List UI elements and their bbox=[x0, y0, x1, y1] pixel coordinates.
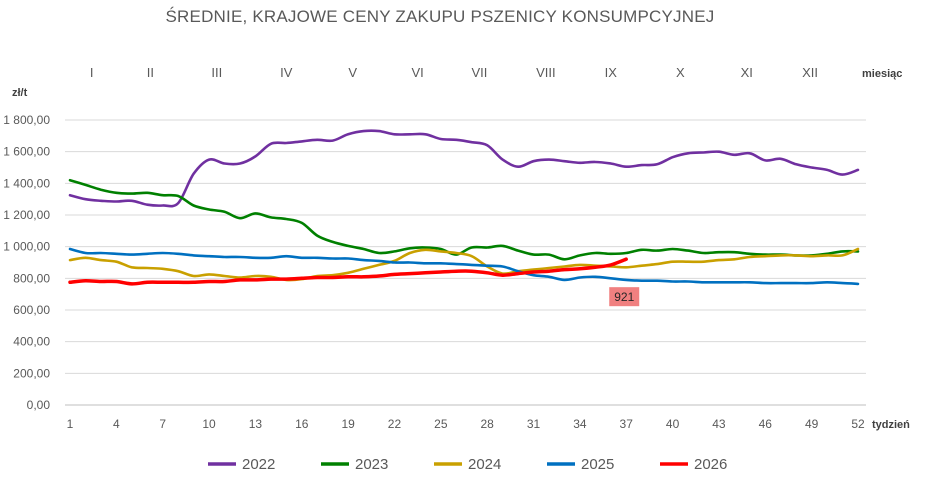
legend-label-2026: 2026 bbox=[694, 456, 727, 473]
y-tick-labels: 0,00 200,00 400,00 600,00 800,00 1 000,00 1 20… bbox=[3, 113, 50, 412]
x-tick-label: 31 bbox=[527, 417, 541, 431]
annotation-label: 921 bbox=[614, 290, 634, 304]
month-label: XII bbox=[802, 65, 818, 80]
month-label: II bbox=[147, 65, 154, 80]
series-line-2024 bbox=[68, 247, 860, 282]
chart-title: ŚREDNIE, KRAJOWE CENY ZAKUPU PSZENICY KO… bbox=[166, 7, 715, 26]
y-tick-label: 800,00 bbox=[13, 271, 50, 285]
y-tick-label: 1 400,00 bbox=[3, 176, 50, 190]
legend-label-2023: 2023 bbox=[355, 456, 388, 473]
legend: 2022 2023 2024 2025 2026 bbox=[208, 456, 727, 473]
x-tick-label: 34 bbox=[573, 417, 587, 431]
x-tick-label: 7 bbox=[159, 417, 166, 431]
y-tick-label: 400,00 bbox=[13, 335, 50, 349]
y-tick-label: 0,00 bbox=[27, 398, 51, 412]
x-tick-label: 28 bbox=[480, 417, 494, 431]
x-tick-label: 1 bbox=[67, 417, 74, 431]
x-tick-label: 49 bbox=[805, 417, 819, 431]
y-tick-label: 600,00 bbox=[13, 303, 50, 317]
series-line-2022 bbox=[68, 129, 860, 208]
legend-label-2024: 2024 bbox=[468, 456, 501, 473]
legend-label-2022: 2022 bbox=[242, 456, 275, 473]
y-tick-label: 1 800,00 bbox=[3, 113, 50, 127]
x-tick-label: 37 bbox=[620, 417, 634, 431]
x-tick-label: 4 bbox=[113, 417, 120, 431]
y-tick-label: 1 000,00 bbox=[3, 240, 50, 254]
y-axis-label: zł/t bbox=[12, 87, 28, 99]
x-tick-label: 22 bbox=[388, 417, 402, 431]
series-line-2023 bbox=[68, 178, 860, 261]
x-tick-label: 16 bbox=[295, 417, 309, 431]
month-label: VI bbox=[411, 65, 423, 80]
x-tick-labels: 1 4 7 10 13 16 19 22 25 28 31 34 37 40 43 46 49 52 bbox=[67, 417, 865, 431]
x-tick-label: 25 bbox=[434, 417, 448, 431]
month-labels: I II III IV V VI VII VIII IX X XI XII bbox=[90, 65, 818, 80]
month-label: XI bbox=[741, 65, 753, 80]
y-tick-label: 200,00 bbox=[13, 366, 50, 380]
month-label: V bbox=[348, 65, 357, 80]
month-label: VII bbox=[471, 65, 487, 80]
month-label: X bbox=[676, 65, 685, 80]
x-tick-label: 13 bbox=[249, 417, 263, 431]
x-tick-label: 40 bbox=[666, 417, 680, 431]
x-tick-label: 19 bbox=[341, 417, 355, 431]
month-label: I bbox=[90, 65, 94, 80]
x-tick-label: 52 bbox=[851, 417, 865, 431]
annotations: 921 bbox=[609, 287, 640, 307]
month-label: VIII bbox=[536, 65, 556, 80]
annotation-box bbox=[609, 287, 640, 307]
y-tick-label: 1 600,00 bbox=[3, 145, 50, 159]
legend-label-2025: 2025 bbox=[581, 456, 614, 473]
month-label: IX bbox=[605, 65, 618, 80]
month-label: III bbox=[211, 65, 222, 80]
x-tick-label: 46 bbox=[759, 417, 773, 431]
x-tick-label: 43 bbox=[712, 417, 726, 431]
x-axis-label: tydzień bbox=[872, 419, 910, 431]
x-tick-label: 10 bbox=[202, 417, 216, 431]
month-axis-label: miesiąc bbox=[862, 68, 902, 80]
series-line-2025 bbox=[68, 247, 860, 286]
series-lines bbox=[68, 129, 860, 286]
series-line-2026 bbox=[68, 257, 628, 286]
gridlines bbox=[65, 119, 866, 406]
month-label: IV bbox=[280, 65, 293, 80]
y-tick-label: 1 200,00 bbox=[3, 208, 50, 222]
